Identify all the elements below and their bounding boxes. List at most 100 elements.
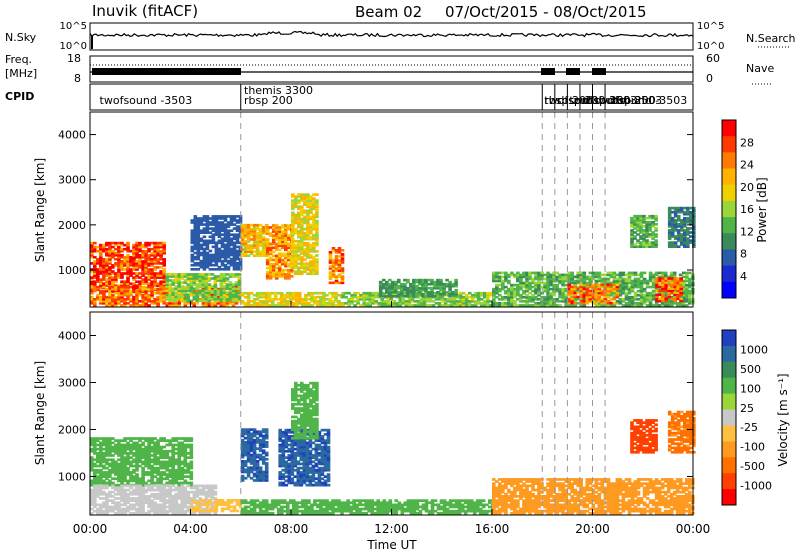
heatmap-cell (439, 279, 443, 282)
heatmap-cell (315, 258, 319, 261)
heatmap-cell (99, 485, 103, 488)
heatmap-cell (300, 256, 304, 259)
heatmap-cell (341, 275, 345, 278)
heatmap-cell (259, 300, 263, 303)
heatmap-cell (573, 302, 577, 305)
heatmap-cell (138, 477, 142, 480)
heatmap-cell (501, 302, 505, 305)
heatmap-cell (190, 437, 194, 440)
heatmap-cell (99, 437, 103, 440)
heatmap-cell (462, 296, 466, 299)
heatmap-cell (117, 286, 121, 289)
heatmap-cell (654, 223, 658, 226)
heatmap-cell (199, 289, 203, 292)
y-tick-label: 1000 (58, 264, 86, 277)
heatmap-cell (315, 254, 319, 257)
nsky-series (90, 32, 693, 37)
heatmap-cell (507, 280, 511, 283)
heatmap-cell (159, 262, 163, 265)
heatmap-cell (654, 215, 658, 218)
heatmap-cell (126, 242, 130, 245)
heatmap-cell (162, 258, 166, 261)
heatmap-cell (341, 267, 345, 270)
heatmap-cell (117, 458, 121, 461)
heatmap-cell (190, 471, 194, 474)
heatmap-cell (117, 501, 121, 504)
freq-block-2 (566, 68, 580, 75)
heatmap-cell (454, 279, 458, 282)
heatmap-cell (480, 292, 484, 295)
heatmap-cell (643, 272, 647, 275)
heatmap-cell (278, 249, 282, 252)
nave-tick-top: 60 (706, 52, 720, 65)
station-title: Inuvik (fitACF) (92, 2, 198, 20)
heatmap-cell (439, 293, 443, 296)
heatmap-cell (138, 292, 142, 295)
heatmap-cell (138, 280, 142, 283)
heatmap-cell (159, 471, 163, 474)
heatmap-cell (654, 239, 658, 242)
heatmap-cell (218, 240, 222, 243)
heatmap-cell (159, 286, 163, 289)
heatmap-cell (117, 484, 121, 487)
heatmap-cell (519, 294, 523, 297)
heatmap-cell (622, 304, 626, 307)
heatmap-cell (200, 229, 204, 232)
heatmap-cell (359, 294, 363, 297)
heatmap-cell (99, 278, 103, 281)
heatmap-cell (583, 272, 587, 275)
heatmap-cell (616, 284, 620, 287)
heatmap-cell (93, 242, 97, 245)
heatmap-cell (138, 242, 142, 245)
heatmap-cell (501, 296, 505, 299)
heatmap-cell (462, 292, 466, 295)
heatmap-cell (200, 252, 204, 255)
heatmap-cell (406, 279, 410, 282)
heatmap-cell (613, 302, 617, 305)
heatmap-cell (259, 228, 263, 231)
heatmap-cell (519, 274, 523, 277)
heatmap-cell (162, 268, 166, 271)
freq-block-3 (592, 68, 606, 75)
power-heatmap (90, 112, 696, 307)
heatmap-cell (558, 304, 562, 307)
heatmap-cell (319, 292, 323, 295)
y-tick-label: 3000 (58, 174, 86, 187)
heatmap-cell (622, 278, 626, 281)
velocity-heatmap (90, 312, 696, 515)
heatmap-cell (341, 253, 345, 256)
nsky-label: N.Sky (5, 31, 37, 44)
heatmap-cell (278, 226, 282, 229)
heatmap-cell (238, 296, 242, 299)
heatmap-cell (601, 290, 605, 293)
nave-label: Nave (746, 62, 774, 75)
heatmap-cell (421, 279, 425, 282)
heatmap-cell (200, 238, 204, 241)
heatmap-cell (266, 238, 270, 241)
heatmap-cell (177, 482, 181, 485)
heatmap-cell (99, 442, 103, 445)
heatmap-cell (601, 304, 605, 307)
heatmap-cell (397, 279, 401, 282)
freq-unit: [MHz] (5, 67, 37, 80)
heatmap-cell (203, 236, 207, 239)
heatmap-cell (218, 215, 222, 218)
cpid-entry: rbsp 200 (607, 94, 656, 107)
heatmap-cell (138, 288, 142, 291)
heatmap-cell (138, 300, 142, 303)
heatmap-cell (190, 461, 194, 464)
heatmap-cell (661, 272, 665, 275)
heatmap-cell (99, 497, 103, 500)
heatmap-cell (159, 242, 163, 245)
heatmap-cell (501, 272, 505, 275)
heatmap-cell (280, 292, 284, 295)
heatmap-cell (159, 250, 163, 253)
heatmap-cell (159, 446, 163, 449)
freq-block-1 (541, 68, 555, 75)
heatmap-cell (402, 298, 406, 301)
heatmap-cell (278, 265, 282, 268)
heatmap-cell (441, 304, 445, 307)
heatmap-cell (138, 304, 142, 307)
